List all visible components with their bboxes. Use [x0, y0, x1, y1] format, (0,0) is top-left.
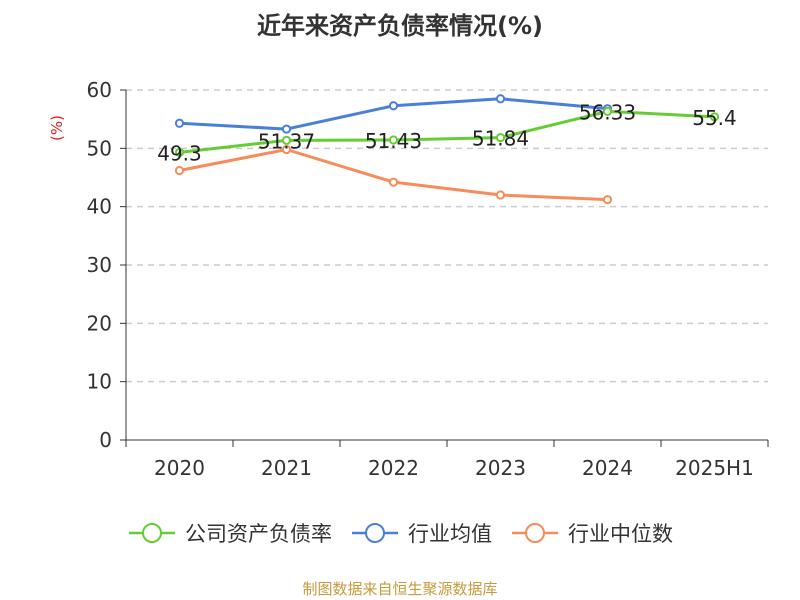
data-label: 51.43 [365, 129, 422, 153]
line-chart: 0 10 20 30 40 50 60 (%) 2020 2021 2022 2023 2024 2025… [48, 78, 769, 480]
legend-label: 行业中位数 [568, 522, 673, 546]
grid-lines [126, 89, 768, 383]
data-point [709, 112, 720, 122]
data-point [388, 177, 399, 187]
data-point [174, 147, 185, 158]
x-tick-label: 2021 [261, 456, 312, 480]
legend-swatch-marker [525, 523, 545, 543]
series-lines [174, 94, 720, 205]
y-tick-label: 40 [87, 195, 112, 219]
x-tick-label: 2022 [368, 456, 419, 480]
data-label: 51.84 [472, 127, 529, 151]
x-tick-label: 2023 [475, 456, 526, 480]
y-tick-label: 0 [99, 428, 112, 452]
series-line-2 [179, 148, 608, 202]
y-tick-label: 60 [87, 78, 112, 102]
data-point [388, 135, 399, 145]
legend-swatch-icon [129, 523, 175, 543]
data-label: 49.3 [157, 141, 202, 165]
data-point [388, 101, 399, 111]
data-point [174, 118, 185, 128]
data-label: 56.33 [579, 100, 636, 124]
data-label: 55.4 [692, 106, 737, 130]
legend-item[interactable]: 行业中位数 [510, 518, 673, 548]
data-point [495, 190, 506, 200]
y-tick-label: 50 [87, 136, 112, 160]
data-point [174, 165, 185, 176]
x-tick-label: 2025H1 [675, 456, 754, 480]
data-point [281, 124, 292, 134]
x-tick-label: 2020 [154, 456, 205, 480]
data-point [602, 195, 613, 205]
y-tick-label: 10 [87, 370, 112, 394]
data-point [495, 94, 506, 104]
data-point [495, 133, 506, 143]
legend-swatch-icon [352, 523, 398, 543]
data-point [281, 144, 292, 155]
data-point [281, 135, 292, 145]
data-label: 51.37 [258, 129, 315, 153]
y-axis-unit-label: (%) [48, 115, 66, 141]
y-tick-label: 30 [87, 253, 112, 277]
axes: 0 10 20 30 40 50 60 (%) 2020 2021 2022 2023 2024 2025… [48, 78, 769, 480]
legend-swatch-icon [512, 523, 558, 543]
legend-item[interactable]: 行业均值 [350, 518, 492, 548]
legend-item[interactable]: 公司资产负债率 [127, 518, 332, 548]
legend-label: 行业均值 [408, 522, 492, 546]
legend-swatch-marker [142, 523, 162, 543]
data-labels: 49.3 51.37 51.43 51.84 56.33 55.4 [157, 100, 737, 165]
legend: 公司资产负债率 行业均值 行业中位数 [0, 518, 800, 548]
source-note: 制图数据来自恒生聚源数据库 [302, 580, 498, 598]
chart-title: 近年来资产负债率情况(%) [257, 12, 543, 40]
series-line-0 [179, 109, 715, 154]
y-tick-label: 20 [87, 311, 112, 335]
legend-swatch-marker [365, 523, 385, 543]
data-point [602, 106, 613, 117]
x-tick-label: 2024 [582, 456, 633, 480]
legend-label: 公司资产负债率 [185, 522, 332, 546]
